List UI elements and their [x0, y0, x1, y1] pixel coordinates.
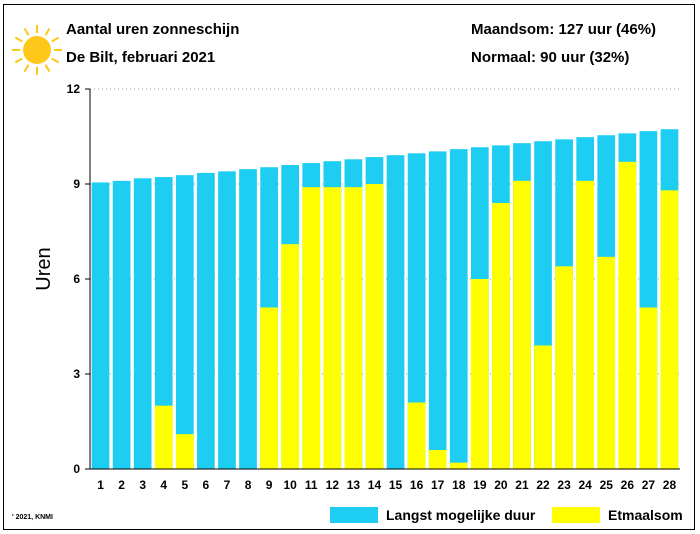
- sun-ray: [44, 27, 51, 36]
- legend-swatch-max-duration: [330, 507, 378, 523]
- bar-max-duration: [154, 177, 173, 469]
- bar-actual: [513, 180, 531, 469]
- bar-actual: [365, 184, 384, 469]
- bar-max-duration: [197, 172, 215, 469]
- sun-ray: [23, 64, 30, 73]
- x-tick-label: 28: [663, 478, 677, 492]
- y-tick-label: 3: [73, 367, 80, 381]
- sun-ray: [14, 57, 23, 64]
- y-axis-label: Uren: [33, 247, 55, 290]
- bar-actual: [281, 244, 300, 469]
- x-tick-label: 16: [410, 478, 424, 492]
- y-tick-label: 6: [73, 272, 80, 286]
- sun-icon: [12, 25, 62, 75]
- x-tick-label: 8: [245, 478, 252, 492]
- chart-subtitle: De Bilt, februari 2021: [66, 49, 216, 66]
- legend-label-max-duration: Langst mogelijke duur: [386, 507, 536, 523]
- bar-actual: [323, 187, 342, 469]
- bar-actual: [154, 405, 173, 469]
- x-tick-label: 1: [97, 478, 104, 492]
- sun-ray: [51, 57, 60, 64]
- x-tick-label: 24: [578, 478, 592, 492]
- bar-max-duration: [218, 171, 236, 469]
- x-tick-label: 9: [266, 478, 273, 492]
- x-tick-label: 27: [642, 478, 656, 492]
- x-tick-label: 18: [452, 478, 466, 492]
- legend-label-actual: Etmaalsom: [608, 507, 683, 523]
- bar-actual: [260, 307, 278, 469]
- x-tick-label: 2: [118, 478, 125, 492]
- sunshine-bar-chart: Uren 1 2 3 4 5 6 7 8 9 10 11 12 13 14 15 16 17 18 19 20 21 22…: [33, 82, 680, 492]
- x-tick-label: 21: [515, 478, 529, 492]
- x-tick-label: 6: [203, 478, 210, 492]
- bar-actual: [175, 434, 194, 469]
- x-tick-label: 22: [536, 478, 550, 492]
- x-tick-label: 5: [181, 478, 188, 492]
- bar-max-duration: [407, 153, 426, 469]
- bar-actual: [618, 161, 637, 469]
- bar-actual: [660, 190, 679, 469]
- x-tick-label: 23: [557, 478, 571, 492]
- bar-max-duration: [239, 169, 257, 469]
- x-tick-label: 4: [160, 478, 167, 492]
- month-total-stat: Maandsom: 127 uur (46%): [471, 21, 657, 38]
- normal-stat: Normaal: 90 uur (32%): [471, 49, 630, 66]
- sun-ray: [44, 64, 51, 73]
- x-tick-label: 12: [326, 478, 340, 492]
- bar-actual: [597, 256, 616, 469]
- x-tick-label: 17: [431, 478, 445, 492]
- x-tick-label: 11: [305, 478, 318, 492]
- bar-actual: [534, 345, 552, 469]
- bar-actual: [470, 279, 489, 469]
- x-tick-label: 13: [347, 478, 361, 492]
- bar-max-duration: [133, 178, 152, 470]
- bar-actual: [302, 187, 321, 469]
- x-tick-label: 20: [494, 478, 508, 492]
- legend-max-duration: Langst mogelijke duur: [330, 507, 535, 523]
- y-tick-label: 9: [73, 177, 80, 191]
- bar-max-duration: [91, 182, 110, 469]
- bar-actual: [555, 266, 573, 469]
- bar-max-duration: [428, 151, 447, 469]
- y-tick-label: 0: [73, 462, 80, 476]
- bar-actual: [639, 307, 658, 469]
- sun-ray: [23, 27, 30, 36]
- x-tick-label: 14: [368, 478, 382, 492]
- sun-disc: [23, 36, 51, 64]
- bar-max-duration: [112, 180, 131, 469]
- x-tick-label: 15: [389, 478, 403, 492]
- chart-title: Aantal uren zonneschijn: [66, 21, 240, 38]
- copyright-credit: ' 2021, KNMI: [12, 514, 53, 521]
- bar-actual: [428, 450, 447, 469]
- bar-actual: [407, 402, 426, 469]
- x-tick-label: 25: [600, 478, 614, 492]
- legend-actual: Etmaalsom: [552, 507, 683, 523]
- sun-ray: [14, 36, 23, 43]
- bar-max-duration: [386, 155, 405, 469]
- bar-max-duration: [175, 175, 194, 469]
- bar-actual: [492, 203, 510, 469]
- bar-max-duration: [449, 149, 468, 469]
- x-tick-label: 3: [139, 478, 146, 492]
- x-tick-label: 26: [621, 478, 635, 492]
- bar-actual: [449, 462, 468, 469]
- bar-actual: [576, 180, 595, 469]
- x-tick-label: 19: [473, 478, 487, 492]
- bar-actual: [344, 187, 363, 469]
- x-tick-label: 7: [224, 478, 231, 492]
- x-tick-label: 10: [283, 478, 297, 492]
- sun-ray: [51, 36, 60, 43]
- legend-swatch-actual: [552, 507, 600, 523]
- chart-frame: Aantal uren zonneschijn De Bilt, februar…: [3, 4, 695, 530]
- y-tick-label: 12: [67, 82, 81, 96]
